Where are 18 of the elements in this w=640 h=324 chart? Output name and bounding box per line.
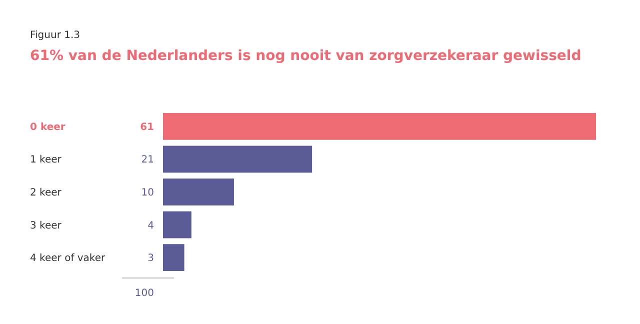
bar (163, 113, 596, 140)
y-tick-label: 0 keer (30, 122, 66, 133)
bar (163, 178, 234, 206)
data-label: 21 (141, 154, 154, 166)
chart-title: 61% van de Nederlanders is nog nooit van zorgverzekeraar gewisseld (30, 48, 582, 64)
bar (163, 211, 192, 238)
text: 100 (134, 288, 154, 299)
y-tick-label: 3 keer (30, 220, 62, 232)
bar (163, 244, 184, 271)
text: Figuur 1.3 (30, 30, 80, 41)
bar (163, 146, 312, 173)
data-label: 61 (140, 122, 154, 133)
y-tick-label: 1 keer (30, 154, 62, 166)
data-label: 4 (148, 220, 154, 232)
data-label: 3 (148, 253, 154, 264)
y-tick-label: 2 keer (30, 188, 62, 198)
y-tick-label: 4 keer of vaker (30, 253, 106, 264)
data-label: 10 (141, 188, 154, 198)
